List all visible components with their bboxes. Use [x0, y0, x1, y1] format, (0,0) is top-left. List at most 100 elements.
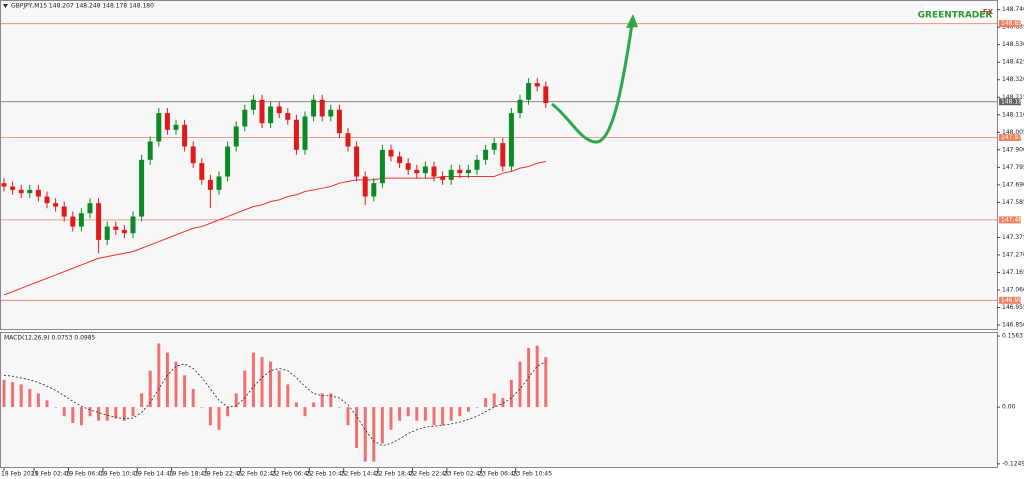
y-tick-label: 148.425	[1002, 59, 1024, 66]
macd-bar	[355, 407, 359, 448]
candle-body	[362, 176, 368, 197]
macd-bar	[535, 345, 539, 408]
candle-body	[448, 169, 454, 180]
level-label-bg	[999, 296, 1021, 304]
macd-bar	[509, 379, 513, 408]
level-label-bg	[999, 20, 1021, 28]
y-tick-label: 147.690	[1002, 181, 1024, 188]
candle-body	[190, 146, 196, 164]
macd-bar	[131, 407, 135, 417]
x-tick-label: 19 Feb 14:45	[134, 471, 174, 478]
macd-bar	[157, 343, 161, 408]
macd-bar	[114, 407, 118, 419]
x-tick-label: 22 Feb 18:45	[375, 471, 415, 478]
chart-title: GBPJPY,M15 148.207 148.248 148.178 148.1…	[11, 3, 154, 10]
macd-bar	[398, 407, 402, 421]
y-tick-label: 148.635	[1002, 24, 1024, 31]
candle-body	[345, 133, 351, 147]
candle-body	[285, 113, 291, 120]
x-tick-label: 22 Feb 02:45	[238, 471, 278, 478]
x-tick-label: 19 Feb 10:45	[100, 471, 140, 478]
x-tick-label: 18 Feb 2021	[1, 471, 39, 478]
macd-bar	[217, 407, 221, 430]
macd-bar	[11, 382, 15, 408]
candle-body	[250, 99, 256, 110]
candle-body	[70, 216, 76, 227]
logo-bg	[924, 5, 994, 25]
candle-body	[233, 126, 239, 147]
macd-bar	[269, 361, 273, 408]
macd-bar	[97, 407, 101, 421]
candle-body	[1, 183, 7, 187]
y-tick-label: 147.165	[1002, 269, 1024, 276]
macd-bar	[423, 407, 427, 421]
y-tick-label: 146.850	[1002, 321, 1024, 328]
macd-title: MACD(12,26,9) 0.0753 0.0985	[4, 335, 96, 342]
macd-bar	[36, 393, 40, 408]
macd-tick-label: -0.1249	[1002, 460, 1024, 467]
macd-bar	[363, 407, 367, 462]
macd-bar	[174, 361, 178, 408]
candle-body	[328, 109, 334, 117]
candle-body	[457, 169, 463, 174]
macd-bar	[432, 407, 436, 426]
candle-body	[147, 141, 153, 160]
candle-body	[526, 83, 532, 100]
macd-bar	[415, 407, 419, 421]
macd-bar	[148, 370, 152, 408]
macd-bar	[466, 407, 470, 412]
candle-body	[405, 163, 411, 170]
candle-body	[104, 226, 110, 240]
macd-bar	[518, 361, 522, 408]
macd-bar	[54, 407, 58, 408]
candle-body	[440, 176, 446, 180]
macd-bar	[475, 407, 479, 408]
candle-body	[354, 146, 360, 177]
candle-body	[44, 196, 50, 204]
candle-body	[534, 83, 540, 87]
macd-bar	[45, 400, 49, 408]
candle-body	[10, 186, 16, 190]
macd-bar	[312, 402, 316, 408]
candle-body	[216, 176, 222, 190]
candle-body	[268, 106, 274, 124]
candle-body	[414, 169, 420, 174]
macd-bar	[277, 370, 281, 408]
x-tick-label: 23 Feb 02:45	[444, 471, 484, 478]
candle-body	[199, 163, 205, 180]
logo: GREENTRADER FX	[918, 5, 994, 25]
macd-bar	[260, 357, 264, 408]
candle-body	[207, 179, 213, 190]
y-tick-label: 148.110	[1002, 111, 1024, 118]
candle-body	[27, 189, 33, 194]
y-tick-label: 147.795	[1002, 164, 1024, 171]
candle-body	[422, 166, 428, 174]
macd-bar	[251, 352, 255, 408]
macd-bar	[243, 370, 247, 408]
macd-bar	[441, 407, 445, 426]
macd-tick-label: 0.00	[1002, 404, 1016, 411]
macd-bar	[294, 402, 298, 408]
candle-body	[130, 216, 136, 234]
macd-bar	[501, 398, 505, 408]
x-tick-label: 19 Feb 02:45	[31, 471, 71, 478]
y-tick-label: 148.215	[1002, 94, 1024, 101]
candle-body	[164, 113, 170, 130]
candle-body	[336, 109, 342, 134]
forecast-arrowhead	[626, 14, 638, 28]
macd-bar	[372, 407, 376, 462]
candle-body	[182, 124, 188, 147]
x-tick-label: 19 Feb 22:45	[203, 471, 243, 478]
level-label: 148.656	[1001, 20, 1024, 27]
candle-body	[78, 213, 84, 227]
y-tick-label: 147.270	[1002, 251, 1024, 258]
macd-bar	[234, 393, 238, 408]
x-tick-label: 23 Feb 06:45	[478, 471, 518, 478]
macd-bar	[105, 407, 109, 421]
candle-body	[483, 149, 489, 160]
macd-bar	[122, 407, 126, 421]
level-label: 147.974	[1001, 134, 1024, 141]
x-tick-label: 23 Feb 10:45	[513, 471, 553, 478]
candle-body	[35, 189, 41, 197]
